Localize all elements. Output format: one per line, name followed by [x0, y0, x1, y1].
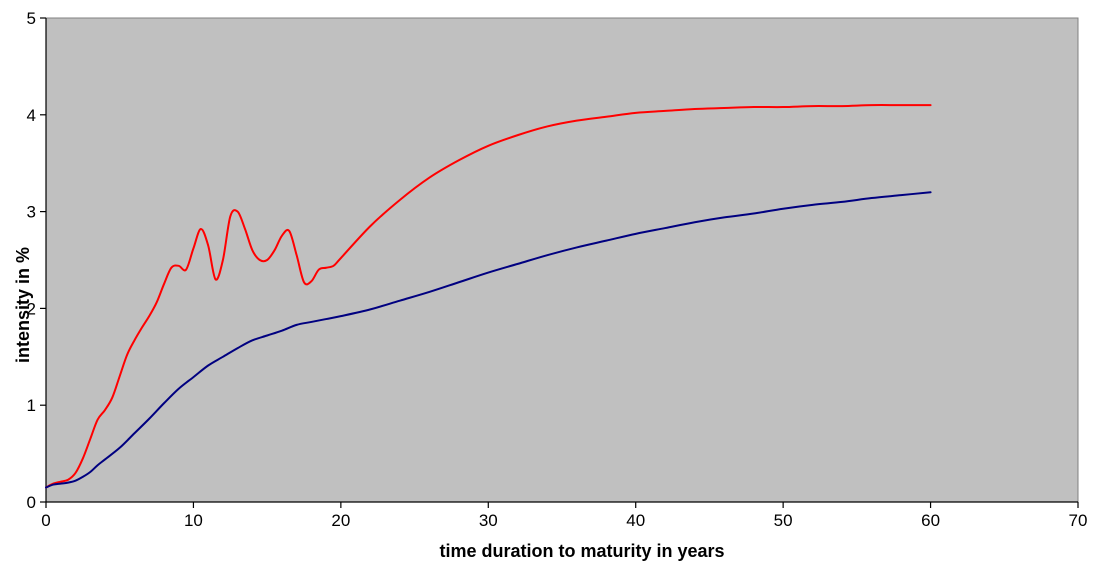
x-axis-title: time duration to maturity in years — [439, 541, 724, 561]
y-tick-label: 0 — [27, 493, 36, 512]
series-line-2 — [45, 191, 932, 489]
y-tick-label: 5 — [27, 9, 36, 28]
x-tick-label: 70 — [1069, 511, 1088, 530]
x-tick-label: 30 — [479, 511, 498, 530]
x-tick-label: 50 — [774, 511, 793, 530]
y-tick-label: 1 — [27, 396, 36, 415]
series-layer — [45, 104, 932, 489]
x-tick-label: 40 — [626, 511, 645, 530]
axes — [40, 17, 1079, 508]
y-axis-title: intensity in % — [13, 247, 33, 363]
x-tick-label: 10 — [184, 511, 203, 530]
y-tick-label: 4 — [27, 106, 36, 125]
y-tick-label: 3 — [27, 203, 36, 222]
y-tick-label: 2 — [27, 299, 36, 318]
x-tick-label: 0 — [41, 511, 50, 530]
x-tick-label: 20 — [331, 511, 350, 530]
plot-area — [45, 17, 1079, 503]
x-tick-label: 60 — [921, 511, 940, 530]
series-line-1 — [45, 104, 932, 489]
